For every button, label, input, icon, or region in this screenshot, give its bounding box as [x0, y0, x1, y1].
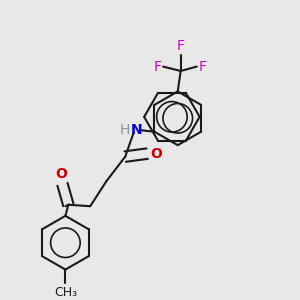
Text: H: H [119, 123, 130, 137]
Text: F: F [154, 60, 162, 74]
Text: F: F [198, 60, 206, 74]
Text: O: O [150, 147, 162, 160]
Text: N: N [131, 123, 143, 137]
Text: O: O [55, 167, 67, 182]
Text: F: F [177, 40, 185, 53]
Text: CH₃: CH₃ [54, 286, 77, 299]
